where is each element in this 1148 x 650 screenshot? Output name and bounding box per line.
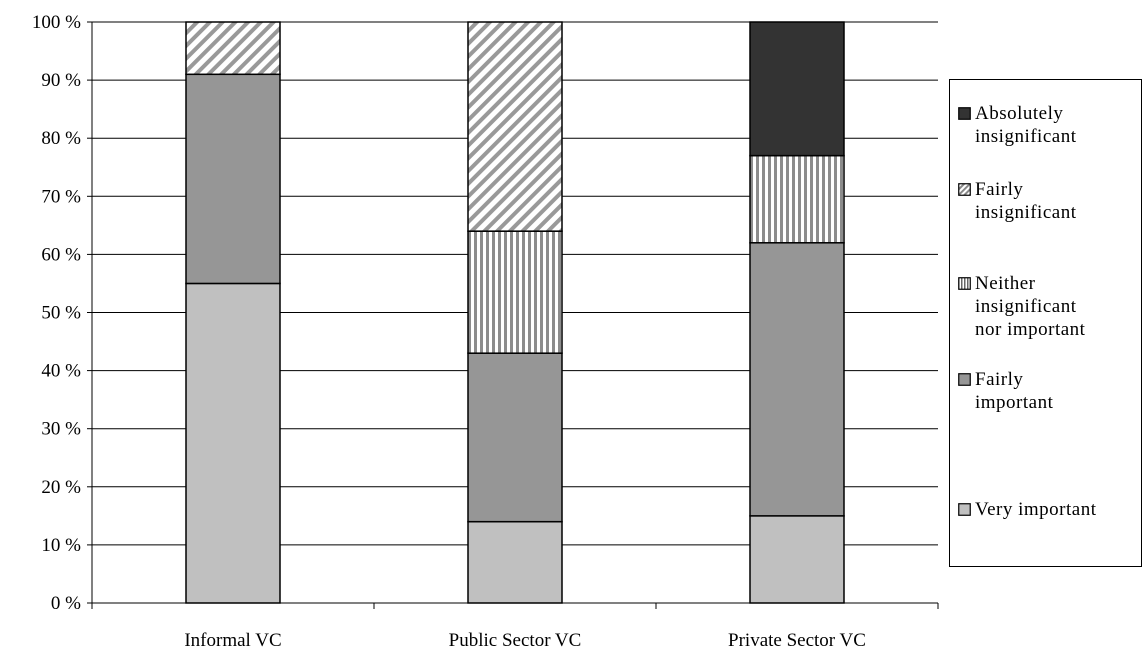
axes bbox=[91, 22, 939, 609]
legend-label-line: insignificant bbox=[975, 126, 1077, 147]
y-tick-label: 60 % bbox=[41, 244, 81, 265]
y-tick-label: 70 % bbox=[41, 186, 81, 207]
y-tick-label: 10 % bbox=[41, 535, 81, 556]
legend-item: Fairly important bbox=[958, 368, 1143, 414]
legend-label-line: Fairly bbox=[975, 369, 1024, 390]
legend-swatch bbox=[958, 373, 971, 386]
bar-segment-neither-insignificant-nor-important bbox=[467, 230, 563, 354]
legend-swatch bbox=[958, 183, 971, 196]
y-tick-label: 50 % bbox=[41, 303, 81, 324]
legend-swatch bbox=[958, 277, 971, 290]
legend-label-line: Neither bbox=[975, 273, 1036, 294]
bar-segment-fairly-insignificant bbox=[185, 21, 281, 76]
legend-item: Very important bbox=[958, 498, 1143, 521]
bars-group bbox=[185, 21, 845, 604]
bar-segment-very-important bbox=[185, 282, 281, 604]
legend-item: Neither insignificant nor important bbox=[958, 272, 1143, 341]
x-tick-label: Informal VC bbox=[184, 630, 281, 650]
legend-label-line: Fairly bbox=[975, 179, 1024, 200]
y-tick-label: 30 % bbox=[41, 419, 81, 440]
legend-swatch bbox=[958, 503, 971, 516]
bar-segment-fairly-important bbox=[185, 73, 281, 285]
y-tick-label: 40 % bbox=[41, 361, 81, 382]
y-tick-label: 20 % bbox=[41, 477, 81, 498]
bar-segment-very-important bbox=[467, 520, 563, 604]
bar-segment-fairly-important bbox=[467, 352, 563, 523]
bar-segment-neither-insignificant-nor-important bbox=[749, 154, 845, 244]
legend-label-line: insignificant bbox=[975, 202, 1077, 223]
legend-label-line: nor important bbox=[975, 319, 1086, 340]
legend-item: Fairly insignificant bbox=[958, 178, 1143, 224]
legend-label-line: important bbox=[975, 392, 1054, 413]
legend-item: Absolutely insignificant bbox=[958, 102, 1143, 148]
y-tick-label: 80 % bbox=[41, 128, 81, 149]
bar-segment-fairly-insignificant bbox=[467, 21, 563, 232]
bar-segment-absolutely-insignificant bbox=[749, 21, 845, 157]
bar-segment-very-important bbox=[749, 515, 845, 604]
bar-segment-fairly-important bbox=[749, 242, 845, 517]
legend-label-line: insignificant bbox=[975, 296, 1077, 317]
legend-label-line: Absolutely bbox=[975, 103, 1064, 124]
y-tick-label: 100 % bbox=[32, 12, 81, 33]
x-tick-labels: Informal VC Public Sector VC Private Secto… bbox=[184, 630, 866, 650]
y-tick-labels: 0 % 10 % 20 % 30 % 40 % 50 % 60 % 70 % 80 % 90 % 1… bbox=[32, 12, 81, 614]
y-tick-label: 90 % bbox=[41, 70, 81, 91]
x-tick-label: Public Sector VC bbox=[449, 630, 582, 650]
legend-label-line: Very important bbox=[975, 499, 1097, 520]
legend: Absolutely insignificant Fairly insignifica… bbox=[949, 79, 1142, 567]
legend-swatch bbox=[958, 107, 971, 120]
x-tick-label: Private Sector VC bbox=[728, 630, 866, 650]
y-tick-label: 0 % bbox=[51, 593, 81, 614]
